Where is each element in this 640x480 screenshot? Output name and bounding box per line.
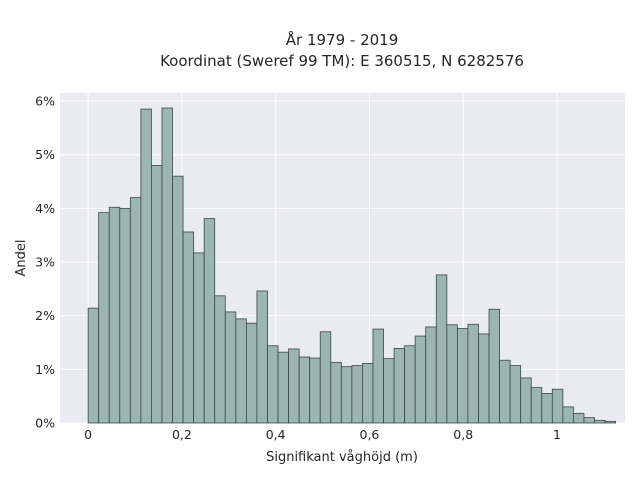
histogram-bar (488, 308, 500, 424)
histogram-bar (446, 324, 458, 424)
y-tick-label: 6% (35, 94, 55, 109)
y-tick-label: 4% (35, 201, 55, 216)
histogram-bar (319, 331, 332, 424)
histogram-bar (425, 326, 437, 424)
histogram-bar (414, 335, 427, 424)
x-tick-label: 0 (84, 427, 92, 442)
histogram-bar (383, 358, 395, 424)
histogram-bar (467, 323, 479, 424)
histogram-bar (404, 345, 416, 424)
histogram-bar (340, 366, 353, 424)
histogram-bar (214, 295, 226, 424)
histogram-bar (119, 207, 131, 424)
histogram-bar (583, 417, 595, 424)
histogram-bar (499, 359, 511, 424)
histogram-bar (309, 357, 321, 424)
histogram-bar (235, 318, 247, 424)
histogram-bar (298, 356, 311, 424)
histogram-bar (256, 290, 268, 424)
histogram-bar (362, 363, 374, 424)
histogram-bar (509, 365, 522, 424)
y-tick-label: 0% (35, 416, 55, 431)
histogram-bar (541, 393, 553, 424)
y-tick-label: 5% (35, 147, 55, 162)
y-tick-labels: 0% 1% 2% 3% 4% 5% 6% (35, 94, 55, 431)
y-tick-label: 1% (35, 362, 55, 377)
histogram-bar (551, 388, 564, 424)
y-tick-label: 2% (35, 308, 55, 323)
x-tick-label: 0,4 (266, 427, 286, 442)
y-tick-label: 3% (35, 255, 55, 270)
bars (87, 107, 617, 424)
histogram-bar (330, 361, 342, 424)
histogram-bar (456, 328, 469, 424)
x-tick-label: 0,8 (453, 427, 473, 442)
histogram-bar (161, 107, 173, 424)
histogram-bar (393, 348, 406, 424)
histogram-bar (478, 333, 490, 424)
chart-title-line-1: År 1979 - 2019 (286, 30, 399, 49)
histogram-bar (530, 387, 543, 424)
histogram-bar (277, 351, 289, 424)
histogram-bar (182, 231, 195, 424)
histogram-bar (172, 175, 184, 424)
histogram-bar (604, 420, 617, 424)
histogram-bar (573, 412, 585, 424)
histogram-bar (435, 274, 448, 424)
x-tick-label: 0,2 (172, 427, 192, 442)
histogram-bar (562, 406, 574, 424)
histogram-bar (203, 218, 216, 424)
histogram-bar (372, 328, 384, 424)
histogram-bar (594, 419, 606, 424)
histogram-bar (193, 252, 205, 424)
histogram-bar (98, 212, 110, 424)
histogram-bar (108, 206, 121, 424)
x-tick-label: 0,6 (360, 427, 380, 442)
histogram-bar (140, 108, 152, 424)
histogram-bar (224, 311, 237, 424)
histogram-bar (351, 365, 363, 424)
histogram-bar (288, 348, 300, 424)
histogram-bar (245, 322, 258, 424)
chart-title-line-2: Koordinat (Sweref 99 TM): E 360515, N 62… (160, 52, 524, 70)
histogram-bar (267, 345, 279, 424)
histogram-bar (151, 165, 163, 424)
x-axis-label: Signifikant våghöjd (m) (266, 450, 418, 465)
histogram-bar (129, 197, 142, 424)
histogram-bar (87, 307, 100, 424)
x-tick-labels: 0 0,2 0,4 0,6 0,8 1 (84, 427, 561, 442)
x-tick-label: 1 (553, 427, 561, 442)
histogram-bar (520, 377, 532, 424)
y-axis-label: Andel (14, 240, 29, 277)
